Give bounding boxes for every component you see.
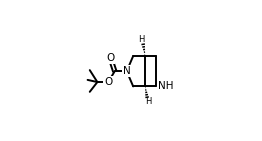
Text: O: O xyxy=(104,77,112,87)
Text: H: H xyxy=(138,35,145,44)
Text: N: N xyxy=(123,66,130,76)
Text: H: H xyxy=(145,97,151,106)
Text: O: O xyxy=(106,53,114,63)
Text: NH: NH xyxy=(158,81,173,91)
